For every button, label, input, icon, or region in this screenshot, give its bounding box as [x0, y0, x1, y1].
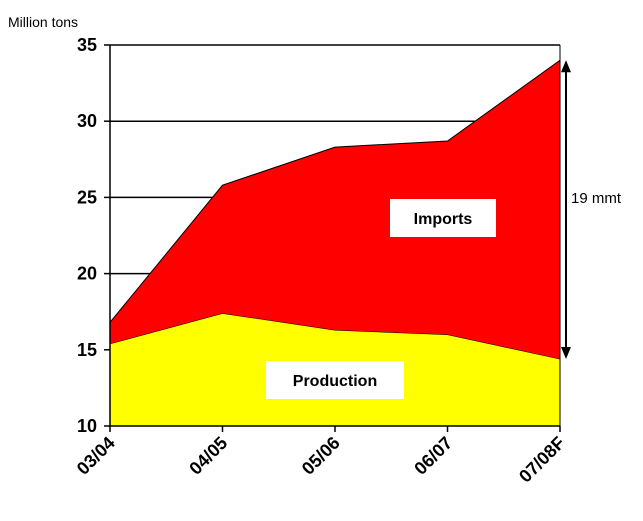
y-tick-label: 25	[77, 187, 97, 207]
axes	[104, 44, 561, 432]
y-tick-label: 20	[77, 264, 97, 284]
series-label: Production	[293, 373, 377, 390]
x-tick-label: 07/08F	[515, 433, 569, 487]
y-tick-label: 30	[77, 111, 97, 131]
arrow-head-down	[561, 346, 571, 359]
y-tick-label: 15	[77, 340, 97, 360]
y-tick-label: 10	[77, 416, 97, 436]
area-imports	[110, 60, 560, 359]
y-tick-labels: 10 15 20 25 30 35	[77, 35, 97, 436]
series-label-box	[390, 199, 496, 237]
series-labels: Imports Production	[266, 199, 496, 399]
series-label: Imports	[414, 211, 473, 228]
x-tick-label: 03/04	[73, 433, 119, 479]
x-tick-label: 04/05	[185, 433, 231, 479]
x-tick-label: 06/07	[410, 433, 456, 479]
x-tick-label: 05/06	[298, 433, 344, 479]
y-axis-label: Million tons	[8, 14, 78, 30]
x-tick-labels: 03/04 04/05 05/06 06/07 07/08F	[73, 433, 569, 487]
series-label-box	[266, 361, 404, 399]
difference-annotation: 19 mmt	[561, 60, 622, 359]
arrow-head-up	[561, 60, 571, 73]
y-tick-label: 35	[77, 35, 97, 55]
area-edge-imports	[109, 59, 561, 323]
annotation-text: 19 mmt	[571, 190, 622, 207]
